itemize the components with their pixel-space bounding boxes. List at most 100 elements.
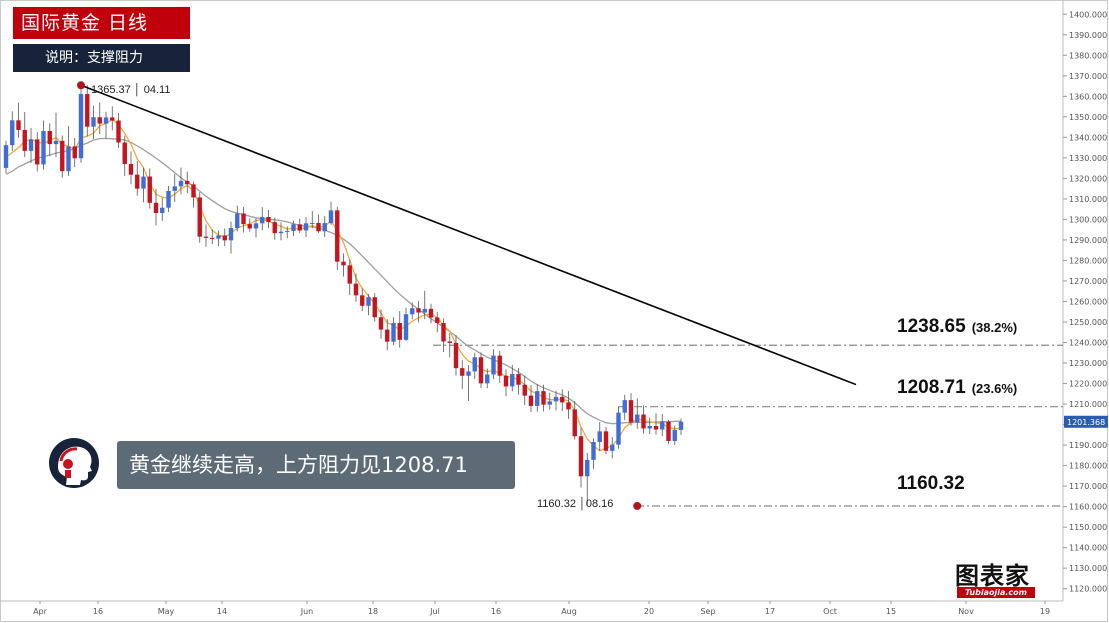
candle-body — [47, 130, 52, 145]
candle-body — [678, 421, 684, 430]
candle-body — [122, 142, 127, 165]
x-tick-label: 14 — [217, 607, 227, 616]
y-tick-label: 1120.000 — [1069, 585, 1107, 594]
y-tick-label: 1160.000 — [1069, 503, 1107, 512]
candle-body — [203, 236, 209, 238]
y-tick-label: 1390.000 — [1069, 31, 1107, 40]
low-price: 1160.32 — [537, 498, 576, 510]
candle-body — [378, 317, 384, 330]
level-value: 1208.71 — [897, 377, 966, 398]
ma-slow-line — [5, 137, 681, 425]
candle-body — [441, 323, 446, 342]
x-tick-label: 16 — [491, 607, 501, 616]
candle-body — [478, 357, 484, 384]
candle-body — [535, 391, 540, 406]
candle-body — [616, 412, 621, 445]
level-label-382: 1238.65 (38.2%) — [897, 316, 1017, 338]
candle-body — [10, 120, 15, 146]
candle-body — [628, 400, 634, 423]
candle-body — [647, 426, 652, 429]
y-tick-label: 1220.000 — [1069, 380, 1107, 389]
candle-body — [78, 94, 84, 159]
candle-body — [103, 117, 109, 124]
candle-body — [316, 222, 321, 232]
candle-body — [416, 308, 421, 313]
candle-body — [322, 223, 327, 232]
candle-body — [597, 431, 602, 443]
level-label-236: 1208.71 (23.6%) — [897, 377, 1017, 399]
candle-body — [653, 426, 659, 430]
candle-body — [391, 323, 396, 342]
candle-body — [591, 442, 596, 460]
x-tick-label: 18 — [368, 607, 378, 616]
candle-body — [497, 355, 502, 376]
low-date: 08.16 — [585, 498, 614, 510]
x-tick-label: 17 — [765, 607, 775, 616]
candle-body — [666, 421, 671, 441]
candle-body — [166, 190, 171, 208]
candle-body — [553, 396, 559, 402]
candle-body — [566, 402, 571, 410]
brand-logo: 图表家 Tubiaojia.com — [955, 556, 1037, 598]
candle-body — [222, 235, 227, 241]
y-tick-label: 1400.000 — [1069, 10, 1107, 19]
x-tick-label: 20 — [644, 607, 654, 616]
y-tick-label: 1190.000 — [1069, 441, 1107, 450]
candle-body — [41, 130, 46, 165]
x-tick-label: Apr — [33, 607, 48, 616]
candle-body — [453, 342, 459, 369]
candle-body — [541, 391, 546, 405]
y-tick-label: 1260.000 — [1069, 297, 1107, 306]
y-tick-label: 1210.000 — [1069, 400, 1107, 409]
candle-body — [128, 164, 134, 175]
candle-body — [285, 230, 290, 232]
candle-body — [341, 261, 346, 266]
candle-body — [272, 222, 277, 234]
candle-body — [303, 223, 309, 231]
y-tick-label: 1290.000 — [1069, 236, 1107, 245]
candle-body — [328, 210, 334, 224]
level-label-support: 1160.32 — [897, 473, 971, 495]
y-tick-label: 1170.000 — [1069, 482, 1107, 491]
candle-body — [210, 237, 215, 239]
y-tick-label: 1370.000 — [1069, 72, 1107, 81]
level-pct: (23.6%) — [971, 381, 1018, 396]
y-tick-label: 1230.000 — [1069, 359, 1107, 368]
y-tick-label: 1320.000 — [1069, 174, 1107, 183]
candle-body — [53, 140, 59, 145]
ma-fast-line — [5, 118, 682, 452]
candle-body — [297, 224, 302, 231]
candle-body — [516, 374, 521, 385]
candle-body — [660, 421, 665, 430]
candle-body — [97, 117, 102, 124]
y-tick-label: 1340.000 — [1069, 133, 1107, 142]
candle-body — [547, 401, 552, 405]
high-price: 1365.37 — [91, 84, 131, 96]
candle-body — [397, 323, 402, 340]
candle-body — [35, 139, 40, 165]
last-price-tag — [1064, 415, 1108, 428]
candle-body — [335, 210, 340, 262]
chart-subtitle: 说明：支撑阻力 — [13, 44, 190, 72]
candle-body — [241, 213, 246, 225]
candle-body — [160, 207, 165, 214]
y-tick-label: 1350.000 — [1069, 113, 1107, 122]
candle-body — [428, 308, 434, 318]
y-tick-label: 1180.000 — [1069, 462, 1107, 471]
y-tick-label: 1130.000 — [1069, 564, 1107, 573]
x-tick-label: 16 — [93, 607, 103, 616]
candle-body — [447, 341, 452, 343]
y-tick-label: 1380.000 — [1069, 51, 1107, 60]
analyst-avatar-icon — [44, 437, 104, 489]
candle-body — [191, 184, 196, 198]
candle-body — [266, 216, 271, 223]
candle-body — [528, 395, 534, 406]
high-marker — [77, 81, 85, 90]
candle-body — [403, 314, 409, 340]
candle-body — [310, 222, 315, 224]
candle-body — [610, 444, 615, 451]
candle-body — [435, 317, 440, 324]
trendline — [80, 84, 857, 386]
x-tick-label: Aug — [561, 607, 577, 616]
candle-body — [197, 197, 202, 237]
